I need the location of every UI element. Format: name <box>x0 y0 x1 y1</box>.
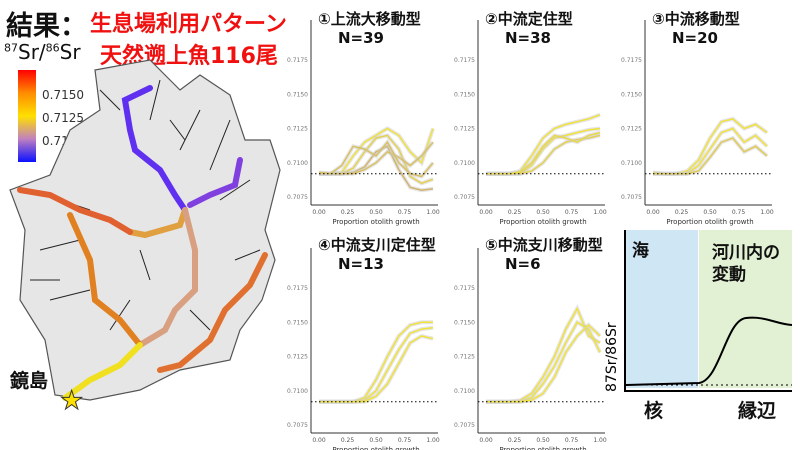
y-tick-label: 0.7150 <box>287 319 308 326</box>
panel2-title: ②中流定住型 N=38 <box>485 10 573 47</box>
y-tick-label: 0.7075 <box>621 194 642 201</box>
y-tick-label: 0.7175 <box>454 57 475 64</box>
y-tick-label: 0.7150 <box>454 91 475 98</box>
y-tick-label: 0.7075 <box>454 422 475 429</box>
series-halo <box>653 135 769 176</box>
y-tick-label: 0.7125 <box>287 354 308 361</box>
x-tick-label: 0.50 <box>703 209 717 216</box>
series-halo <box>486 319 602 404</box>
x-tick-label: 0.00 <box>312 209 326 216</box>
y-tick-label: 0.7125 <box>287 126 308 133</box>
panel4-title: ④中流支川定住型 N=13 <box>318 236 436 273</box>
series-line <box>318 140 434 178</box>
x-axis-label: Proportion otolith growth <box>332 218 419 226</box>
x-tick-label: 0.75 <box>565 437 579 444</box>
x-tick-label: 1.00 <box>593 437 607 444</box>
basin-outline <box>9 59 281 401</box>
schematic-ylabel: 87Sr/86Sr <box>604 322 620 392</box>
series-halo <box>486 322 602 404</box>
x-tick-label: 0.00 <box>479 209 493 216</box>
x-tick-label: 0.75 <box>398 437 412 444</box>
legend-label: 87Sr/86Sr <box>4 40 81 64</box>
star-icon: ★ <box>59 386 84 417</box>
x-axis-label: Proportion otolith growth <box>332 446 419 450</box>
y-tick-label: 0.7100 <box>287 160 308 167</box>
x-tick-label: 0.00 <box>479 437 493 444</box>
x-tick-label: 0.50 <box>369 437 383 444</box>
y-tick-label: 0.7175 <box>621 57 642 64</box>
y-tick-label: 0.7125 <box>454 354 475 361</box>
y-tick-label: 0.7150 <box>621 91 642 98</box>
series-line <box>486 321 601 403</box>
panel-1: 0.7075 0.7100 0.7125 0.7150 0.7175 0.00 0.25 0.… <box>287 20 440 226</box>
y-tick-label: 0.7100 <box>454 388 475 395</box>
x-tick-label: 0.25 <box>508 209 522 216</box>
x-tick-label: 0.00 <box>312 437 326 444</box>
river-zone <box>699 230 792 388</box>
x-tick-label: 0.75 <box>398 209 412 216</box>
x-tick-label: 0.25 <box>341 437 355 444</box>
y-tick-label: 0.7125 <box>621 126 642 133</box>
x-axis-label: Proportion otolith growth <box>499 218 586 226</box>
y-tick-label: 0.7075 <box>287 422 308 429</box>
x-tick-label: 0.75 <box>732 209 746 216</box>
legend-tick: 0.7125 <box>42 111 84 125</box>
sea-label: 海 <box>632 241 649 261</box>
river-label: 河川内の変動 <box>712 243 780 285</box>
x-tick-label: 0.50 <box>536 437 550 444</box>
panel-3: 0.7075 0.7100 0.7125 0.7150 0.7175 0.00 0.25 0.… <box>621 20 774 226</box>
y-tick-label: 0.7150 <box>454 319 475 326</box>
y-tick-label: 0.7175 <box>287 285 308 292</box>
site-label: 鏡島 <box>10 370 49 392</box>
x-tick-label: 0.50 <box>369 209 383 216</box>
edge-label: 縁辺 <box>738 400 777 422</box>
y-tick-label: 0.7125 <box>454 126 475 133</box>
series-line <box>319 141 434 175</box>
series-line <box>486 323 601 403</box>
panel-4: 0.7075 0.7100 0.7125 0.7150 0.7175 0.00 0.25 0.… <box>287 248 440 450</box>
y-tick-label: 0.7175 <box>454 285 475 292</box>
x-tick-label: 1.00 <box>426 437 440 444</box>
x-tick-label: 0.50 <box>536 209 550 216</box>
y-tick-label: 0.7075 <box>454 194 475 201</box>
schematic-plot: 海 河川内の変動 <box>624 230 792 392</box>
panel-2: 0.7075 0.7100 0.7125 0.7150 0.7175 0.00 0.25 0.… <box>454 20 607 226</box>
panel5-title: ⑤中流支川移動型 N=6 <box>485 236 603 273</box>
series-line <box>486 131 601 175</box>
x-tick-label: 0.25 <box>341 209 355 216</box>
panel-5: 0.7075 0.7100 0.7125 0.7150 0.7175 0.00 0.25 0.… <box>454 248 607 450</box>
panel1-title: ①上流大移動型 N=39 <box>318 10 421 47</box>
y-tick-label: 0.7075 <box>287 194 308 201</box>
y-tick-label: 0.7150 <box>287 91 308 98</box>
series-halo <box>486 126 601 176</box>
y-tick-label: 0.7175 <box>287 57 308 64</box>
x-tick-label: 0.25 <box>508 437 522 444</box>
series-line <box>319 335 434 403</box>
river-map <box>9 59 281 401</box>
title-prefix: 結果： <box>6 11 87 42</box>
legend-tick: 0.7150 <box>42 88 84 102</box>
x-axis-label: Proportion otolith growth <box>499 446 586 450</box>
x-tick-label: 1.00 <box>760 209 774 216</box>
x-tick-label: 0.00 <box>646 209 660 216</box>
x-tick-label: 1.00 <box>426 209 440 216</box>
panel3-title: ③中流移動型 N=20 <box>652 10 740 47</box>
river-paths <box>17 85 268 401</box>
y-tick-label: 0.7100 <box>287 388 308 395</box>
x-tick-label: 0.25 <box>675 209 689 216</box>
y-tick-label: 0.7100 <box>621 160 642 167</box>
core-label: 核 <box>644 400 664 422</box>
charts-area: 0.7075 0.7100 0.7125 0.7150 0.7175 0.00 0.25 0.… <box>287 20 774 450</box>
x-tick-label: 0.75 <box>565 209 579 216</box>
series-line <box>486 306 601 403</box>
x-axis-label: Proportion otolith growth <box>666 218 753 226</box>
x-tick-label: 1.00 <box>593 209 607 216</box>
title-line1: 生息場利用パターン <box>90 12 287 37</box>
series-line <box>653 137 768 175</box>
schematic-curve <box>626 316 792 386</box>
sea-zone <box>626 230 698 388</box>
y-tick-label: 0.7100 <box>454 160 475 167</box>
color-scale-bar <box>18 70 36 162</box>
